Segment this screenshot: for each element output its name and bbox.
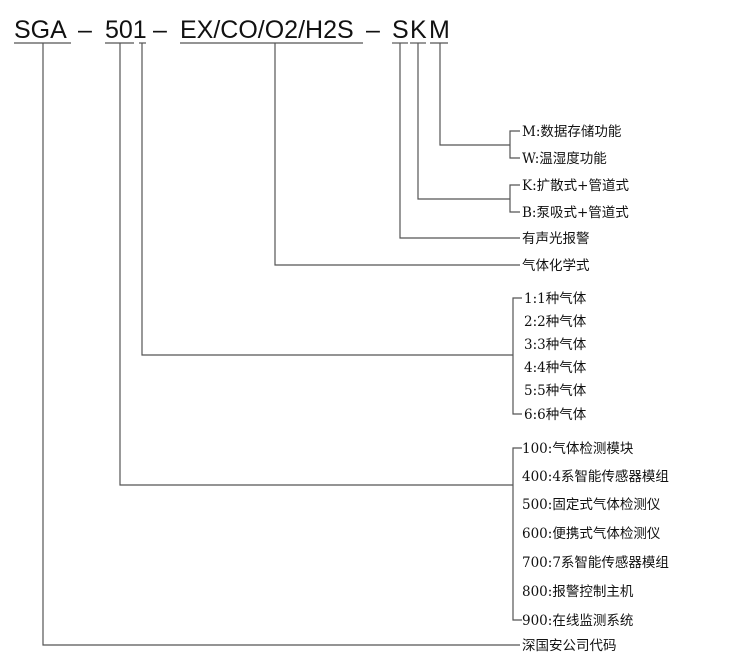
option-b: B:泵吸式+管道式 xyxy=(522,205,629,221)
code-k: K xyxy=(410,16,427,44)
series-800: 800:报警控制主机 xyxy=(522,584,634,600)
gas-count-2: 2:2种气体 xyxy=(524,314,587,330)
series-600: 600:便携式气体检测仪 xyxy=(522,526,661,542)
gas-count-5: 5:5种气体 xyxy=(524,383,587,399)
series-700: 700:7系智能传感器模组 xyxy=(522,554,669,571)
option-m: M:数据存储功能 xyxy=(522,124,621,140)
separator: – xyxy=(153,16,167,44)
code-501: 501 xyxy=(105,16,147,44)
series-500: 500:固定式气体检测仪 xyxy=(522,497,661,513)
option-k: K:扩散式+管道式 xyxy=(522,178,629,194)
series-900: 900:在线监测系统 xyxy=(522,613,633,629)
code-s: S xyxy=(392,16,409,44)
code-sga: SGA xyxy=(14,16,67,44)
code-gas: EX/CO/O2/H2S xyxy=(180,16,354,44)
code-m: M xyxy=(429,16,450,44)
gas-count-6: 6:6种气体 xyxy=(524,407,587,423)
label-company-code: 深国安公司代码 xyxy=(522,638,617,654)
separator: – xyxy=(366,16,380,44)
gas-count-4: 4:4种气体 xyxy=(524,360,587,376)
gas-count-1: 1:1种气体 xyxy=(524,291,587,307)
separator: – xyxy=(78,16,92,44)
connector-lines xyxy=(42,43,522,646)
series-100: 100:气体检测模块 xyxy=(522,441,634,457)
series-400: 400:4系智能传感器模组 xyxy=(522,468,669,485)
gas-count-3: 3:3种气体 xyxy=(524,337,587,353)
label-alarm: 有声光报警 xyxy=(522,231,590,247)
label-gas-formula: 气体化学式 xyxy=(522,258,590,274)
option-w: W:温湿度功能 xyxy=(522,151,607,167)
